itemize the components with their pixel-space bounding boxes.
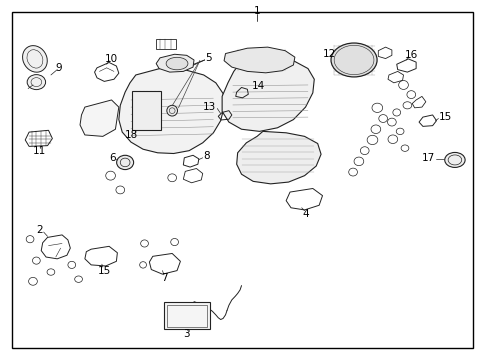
Text: 8: 8 <box>203 151 210 161</box>
Polygon shape <box>236 131 320 184</box>
Text: 17: 17 <box>422 153 435 163</box>
Polygon shape <box>224 47 294 73</box>
Text: 12: 12 <box>322 49 335 59</box>
Ellipse shape <box>166 105 177 116</box>
Bar <box>166 305 207 327</box>
Text: 18: 18 <box>124 130 137 140</box>
Text: 7: 7 <box>161 273 168 283</box>
Text: 3: 3 <box>183 329 190 339</box>
Polygon shape <box>156 54 194 72</box>
Ellipse shape <box>330 43 377 77</box>
Ellipse shape <box>166 57 188 70</box>
Ellipse shape <box>444 152 464 167</box>
Text: 5: 5 <box>205 53 212 63</box>
Ellipse shape <box>116 155 134 170</box>
Polygon shape <box>80 100 119 136</box>
Bar <box>132 91 161 130</box>
Text: 16: 16 <box>404 50 417 60</box>
Text: 13: 13 <box>202 102 215 112</box>
Ellipse shape <box>23 46 47 72</box>
Bar <box>164 302 210 329</box>
Ellipse shape <box>27 75 45 90</box>
Polygon shape <box>119 68 224 154</box>
Text: 11: 11 <box>33 146 46 156</box>
Text: 1: 1 <box>253 6 260 16</box>
Text: 6: 6 <box>108 153 115 163</box>
Polygon shape <box>222 56 314 131</box>
Text: 2: 2 <box>36 225 43 235</box>
Text: 4: 4 <box>302 209 308 219</box>
Text: 15: 15 <box>97 266 111 276</box>
Text: 14: 14 <box>252 81 265 91</box>
Bar <box>156 39 175 49</box>
Text: 15: 15 <box>438 112 451 122</box>
Text: 10: 10 <box>105 54 118 64</box>
Text: 9: 9 <box>56 63 62 73</box>
